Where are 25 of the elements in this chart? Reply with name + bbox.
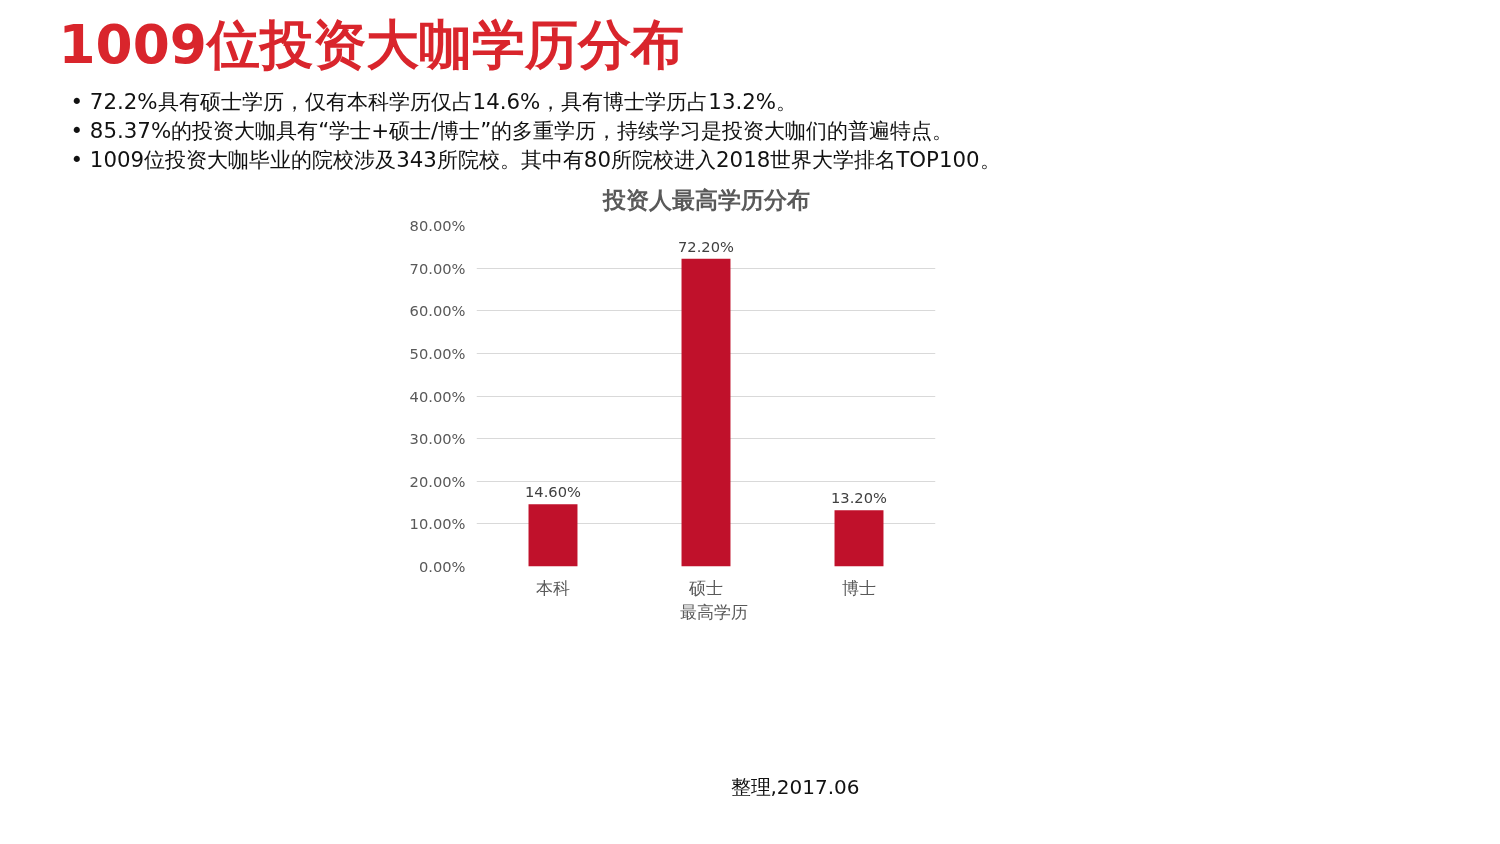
text: • 1009位投资大咖毕业的院校涉及343所院校。其中有80所院校进入2018世界大学排名TOP100。 (70, 146, 1001, 172)
y-tick-label: 50.00% (409, 344, 466, 362)
x-tick-label: 本科 (536, 577, 570, 598)
y-tick-label: 80.00% (409, 217, 466, 234)
bar (834, 510, 884, 567)
text: 整理,2017.06 (730, 774, 860, 799)
y-tick-label: 60.00% (409, 302, 466, 320)
text: • 85.37%的投资大咖具有“学士+硕士/博士”的多重学历，持续学习是投资大咖们的普遍特点。 (70, 117, 954, 143)
y-tick-label: 20.00% (409, 472, 466, 490)
y-tick-label: 70.00% (409, 259, 466, 277)
text: 14.60% (525, 483, 581, 501)
x-tick-label: 博士 (842, 577, 876, 598)
text: 最高学历 (680, 601, 748, 624)
text: 72.20% (678, 237, 734, 255)
x-tick-label: 硕士 (688, 577, 723, 598)
y-tick-label: 0.00% (418, 558, 466, 575)
y-tick-label: 30.00% (409, 430, 466, 448)
bar (528, 504, 578, 567)
y-tick-label: 40.00% (409, 387, 466, 405)
chart-subtitle: 投资人最高学历分布 (601, 187, 810, 213)
y-tick-label: 10.00% (409, 515, 466, 533)
chart-title: 1009位投资大咖学历分布 (58, 12, 684, 76)
text: • 72.2%具有硕士学历，仅有本科学历仅占14.6%，具有博士学历占13.2%。 (70, 88, 798, 114)
bar (681, 258, 731, 567)
text: 13.20% (831, 489, 887, 507)
